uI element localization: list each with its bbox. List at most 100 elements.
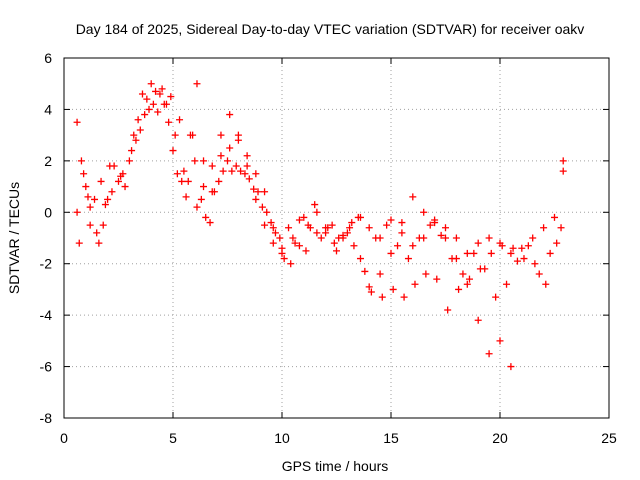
data-point [86,203,94,211]
data-point [376,270,384,278]
data-point [217,131,225,139]
data-point [191,157,199,165]
data-point [426,221,434,229]
data-point [104,195,112,203]
y-axis-label: SDTVAR / TECUs [6,182,22,294]
data-point [95,239,103,247]
y-tick-label: -2 [40,256,53,272]
data-point [335,234,343,242]
data-point [178,177,186,185]
data-point [171,131,179,139]
plot-border [63,57,610,419]
series-track-4 [77,100,565,301]
x-axis-label: GPS time / hours [282,458,389,474]
data-point [404,255,412,263]
data-point [73,118,81,126]
data-point [557,224,565,232]
series-track-1 [73,80,567,257]
data-point [261,188,269,196]
data-point [509,244,517,252]
data-point [420,208,428,216]
x-tick-label: 25 [601,430,617,446]
data-point [189,131,197,139]
data-point [138,90,146,98]
data-point [559,167,567,175]
data-point [448,255,456,263]
data-point [356,255,364,263]
data-point [200,183,208,191]
data-point [173,170,181,178]
data-point [324,224,332,232]
data-point [485,350,493,358]
data-point [295,216,303,224]
data-point [300,213,308,221]
data-point [356,213,364,221]
data-point [437,231,445,239]
data-point [496,337,504,345]
data-point [302,247,310,255]
data-point [208,162,216,170]
data-point [431,219,439,227]
data-point [313,208,321,216]
data-point [232,162,240,170]
data-point [134,116,142,124]
data-point [291,239,299,247]
y-tick-label: 4 [44,101,52,117]
data-point [147,80,155,88]
data-point [520,255,528,263]
y-tick-label: 0 [44,204,52,220]
data-point [158,85,166,93]
data-point [167,93,175,101]
data-point [295,242,303,250]
data-point [93,229,101,237]
data-point [422,270,430,278]
data-point [152,87,160,95]
data-point [442,234,449,242]
data-point [411,280,419,288]
data-point [367,288,375,296]
data-points [73,80,567,371]
data-point [136,126,144,134]
data-point [343,229,351,237]
data-point [498,242,506,250]
y-tick-label: 6 [44,50,52,66]
data-point [180,167,188,175]
data-point [206,219,214,227]
data-point [492,293,500,301]
data-point [217,152,225,160]
data-point [224,157,231,165]
data-point [117,172,125,180]
data-point [280,255,288,263]
data-point [433,275,441,283]
data-point [387,249,395,257]
data-point [306,224,314,232]
data-point [184,177,192,185]
data-point [507,363,515,371]
data-point [97,177,105,185]
data-point [108,188,116,196]
data-point [226,111,234,119]
data-point [252,170,260,178]
data-point [474,239,482,247]
x-tick-label: 15 [383,430,399,446]
data-point [551,213,558,221]
data-point [524,242,532,250]
x-tick-label: 0 [60,430,68,446]
data-point [197,195,205,203]
data-point [219,167,227,175]
data-point [149,100,157,108]
data-point [317,234,325,242]
data-point [91,195,99,203]
data-point [459,270,467,278]
data-point [130,131,138,139]
data-point [465,275,473,283]
data-point [80,170,88,178]
data-point [267,219,275,227]
data-point [409,193,417,201]
data-point [176,116,184,124]
data-point [271,229,279,237]
data-point [241,170,249,178]
data-point [276,234,284,242]
data-point [75,239,83,247]
y-tick-label: 2 [44,153,52,169]
